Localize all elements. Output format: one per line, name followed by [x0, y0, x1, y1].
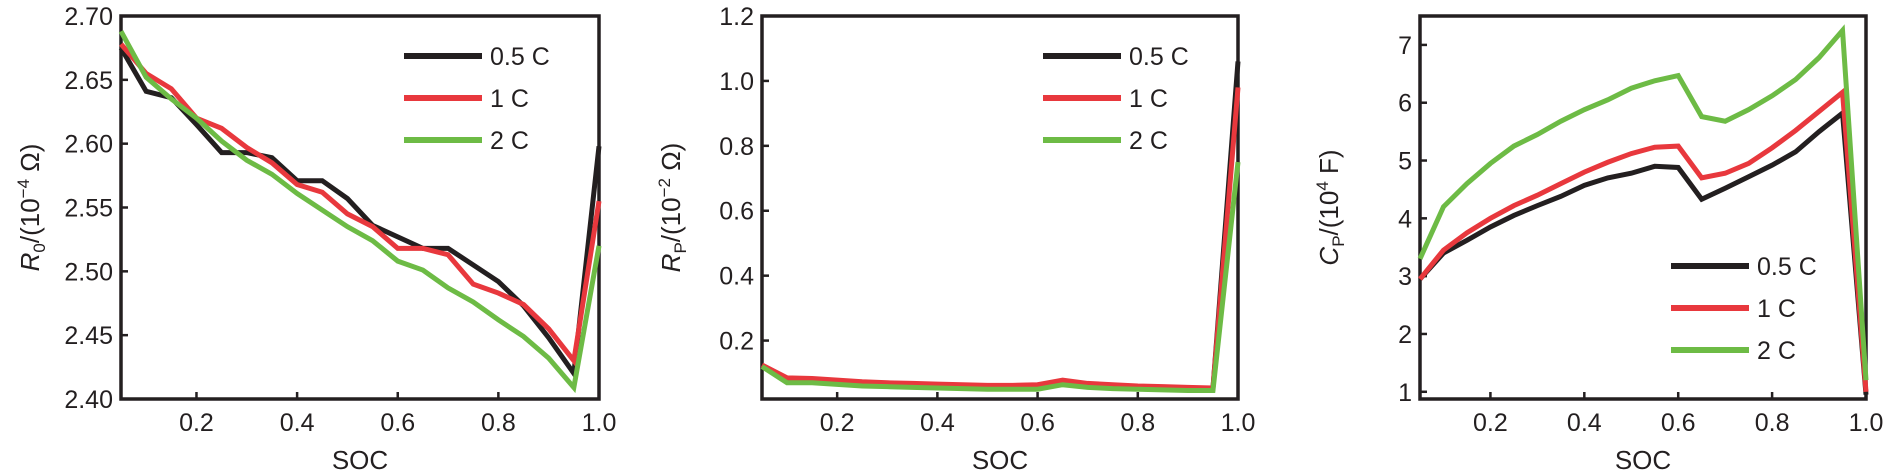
x-tick-label: 0.2	[1473, 409, 1508, 437]
y-tick-label: 7	[1398, 32, 1412, 60]
x-tick-label: 0.4	[1567, 409, 1602, 437]
y-label-exponent: −2	[655, 178, 674, 197]
y-label-symbol: R	[15, 253, 45, 272]
y-tick-label: 1.0	[719, 68, 754, 96]
y-tick-label: 2	[1398, 321, 1412, 349]
x-tick-label: 0.8	[481, 409, 516, 437]
y-label-unit-end: F)	[1314, 149, 1344, 181]
legend-label: 2 C	[490, 127, 529, 155]
y-label-unit: /(10	[15, 198, 45, 243]
x-tick-label: 1.0	[1849, 409, 1884, 437]
y-tick-label: 2.40	[64, 386, 113, 414]
y-tick-label: 0.8	[719, 133, 754, 161]
legend-label: 1 C	[1129, 85, 1168, 113]
legend-label: 0.5 C	[490, 43, 550, 71]
x-tick-label: 0.6	[1020, 409, 1055, 437]
legend-label: 0.5 C	[1129, 43, 1189, 71]
y-label-symbol: R	[656, 254, 686, 273]
plot-frame	[760, 14, 1240, 401]
series-line	[1417, 24, 1869, 381]
y-tick-label: 1.2	[719, 3, 754, 31]
y-label-unit: /(10	[656, 197, 686, 242]
legend-label: 0.5 C	[1757, 253, 1817, 281]
y-tick-label: 2.60	[64, 131, 113, 159]
y-tick-label: 3	[1398, 263, 1412, 291]
legend-label: 2 C	[1757, 337, 1796, 365]
series-line	[1418, 87, 1869, 392]
chart-panel: 0.2 0.4 0.6 0.8 1.0 1.2 0.2 0.4 0.6 0.8 1.0 SOC RP/(…	[655, 3, 1255, 475]
y-axis-label: R0/(10−4 Ω)	[14, 144, 49, 272]
y-label-subscript: P	[1329, 235, 1348, 246]
y-tick-label: 2.65	[64, 67, 113, 95]
chart-panel: 2.40 2.45 2.50 2.55 2.60 2.65 2.70 0.2 0.4 0.6 0.8…	[14, 3, 616, 475]
y-label-subscript: P	[671, 242, 690, 253]
y-tick-label: 2.50	[64, 258, 113, 286]
y-tick-label: 0.6	[719, 198, 754, 226]
y-axis-label: RP/(10−2 Ω)	[655, 143, 690, 273]
x-tick-label: 0.6	[380, 409, 415, 437]
y-tick-label: 4	[1398, 205, 1412, 233]
y-label-unit-end: Ω)	[656, 143, 686, 178]
x-axis-label: SOC	[332, 445, 388, 475]
x-tick-label: 0.8	[1120, 409, 1155, 437]
y-tick-label: 2.55	[64, 195, 113, 223]
series-line	[760, 161, 1241, 394]
y-tick-label: 6	[1398, 90, 1412, 118]
x-tick-label: 0.2	[820, 409, 855, 437]
y-tick-label: 5	[1398, 148, 1412, 176]
x-tick-label: 0.6	[1661, 409, 1696, 437]
y-label-subscript: 0	[30, 243, 49, 252]
x-tick-label: 0.8	[1755, 409, 1790, 437]
series-line	[118, 30, 602, 394]
y-label-unit-end: Ω)	[15, 144, 45, 179]
y-label-exponent: −4	[14, 179, 33, 198]
y-label-unit: /(10	[1314, 191, 1344, 236]
legend-label: 2 C	[1129, 127, 1168, 155]
x-tick-label: 0.4	[920, 409, 955, 437]
x-tick-label: 0.2	[179, 409, 214, 437]
y-label-symbol: C	[1314, 247, 1344, 266]
legend-label: 1 C	[490, 85, 529, 113]
y-tick-label: 0.4	[719, 263, 754, 291]
series-line	[760, 87, 1241, 391]
y-tick-label: 1	[1398, 379, 1412, 407]
x-axis-label: SOC	[972, 445, 1028, 475]
y-axis-label: CP/(104 F)	[1313, 149, 1348, 265]
x-tick-label: 0.4	[280, 409, 315, 437]
series-line	[1418, 108, 1869, 395]
y-tick-label: 2.70	[64, 3, 113, 31]
x-axis-label: SOC	[1615, 445, 1671, 475]
y-tick-label: 0.2	[719, 328, 754, 356]
y-label-exponent: 4	[1313, 181, 1332, 190]
x-tick-label: 1.0	[582, 409, 617, 437]
x-tick-label: 1.0	[1221, 409, 1256, 437]
y-tick-label: 2.45	[64, 322, 113, 350]
plot-frame	[1418, 14, 1868, 401]
legend-label: 1 C	[1757, 295, 1796, 323]
